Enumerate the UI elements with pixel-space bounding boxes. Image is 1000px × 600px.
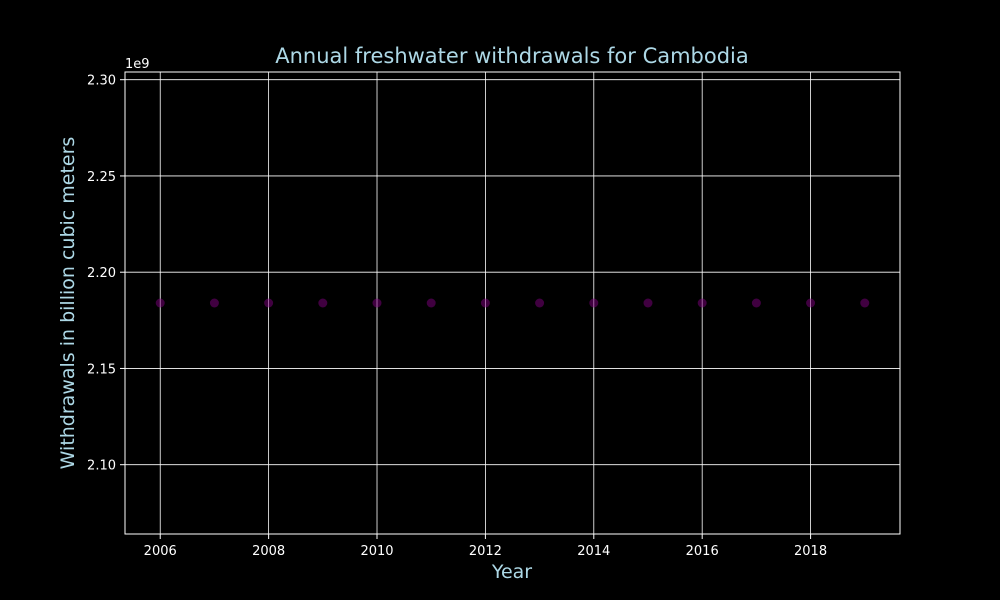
plot-frame bbox=[124, 71, 901, 535]
y-tick-label: 2.25 bbox=[87, 170, 116, 185]
x-axis-label: Year bbox=[491, 561, 532, 583]
y-tick-label: 2.10 bbox=[87, 459, 116, 474]
data-points bbox=[155, 298, 870, 308]
x-tick-label: 2008 bbox=[252, 544, 285, 559]
data-point bbox=[697, 298, 707, 308]
data-point bbox=[480, 298, 490, 308]
data-point bbox=[155, 298, 165, 308]
y-offset-label: 1e9 bbox=[125, 57, 150, 72]
data-point bbox=[535, 298, 545, 308]
data-point bbox=[372, 298, 382, 308]
x-tick-label: 2014 bbox=[577, 544, 610, 559]
y-tick-label: 2.15 bbox=[87, 362, 116, 377]
chart-title: Annual freshwater withdrawals for Cambod… bbox=[275, 44, 749, 68]
data-point bbox=[860, 298, 870, 308]
x-tick-label: 2010 bbox=[360, 544, 393, 559]
y-axis-label: Withdrawals in billion cubic meters bbox=[57, 137, 79, 470]
data-point bbox=[751, 298, 761, 308]
ticks: 2006 2008 2010 2012 2014 2016 2018 2.10 2.15 2.20… bbox=[87, 74, 827, 559]
x-tick-label: 2006 bbox=[144, 544, 177, 559]
y-tick-label: 2.30 bbox=[87, 74, 116, 89]
data-point bbox=[643, 298, 653, 308]
data-point bbox=[209, 298, 219, 308]
data-point bbox=[264, 298, 274, 308]
x-tick-label: 2016 bbox=[686, 544, 719, 559]
data-point bbox=[318, 298, 328, 308]
data-point bbox=[426, 298, 436, 308]
y-tick-label: 2.20 bbox=[87, 266, 116, 281]
x-tick-label: 2012 bbox=[469, 544, 502, 559]
data-point bbox=[589, 298, 599, 308]
data-point bbox=[806, 298, 816, 308]
x-tick-label: 2018 bbox=[794, 544, 827, 559]
